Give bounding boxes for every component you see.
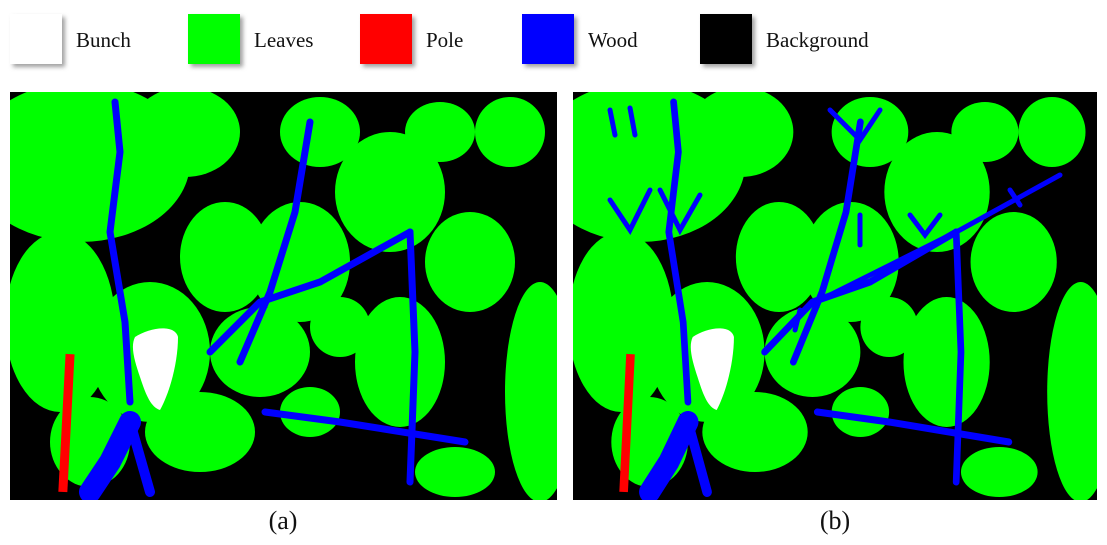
panel-a	[0, 82, 575, 502]
legend-swatch	[188, 14, 240, 64]
legend-label: Bunch	[76, 28, 131, 52]
figure: Bunch Leaves Pole Wood Background (a) (b)	[0, 0, 1107, 545]
legend-label: Wood	[588, 28, 638, 52]
legend-swatch	[360, 14, 412, 64]
caption: (a)	[269, 506, 298, 535]
legend-swatch	[700, 14, 752, 64]
caption: (b)	[820, 506, 850, 535]
panel-b	[535, 82, 1107, 502]
legend-swatch	[522, 14, 574, 64]
legend-label: Background	[766, 28, 869, 52]
legend-label: Pole	[426, 28, 463, 52]
legend-label: Leaves	[254, 28, 313, 52]
legend: Bunch Leaves Pole Wood Background	[10, 14, 869, 64]
legend-swatch	[10, 14, 62, 64]
